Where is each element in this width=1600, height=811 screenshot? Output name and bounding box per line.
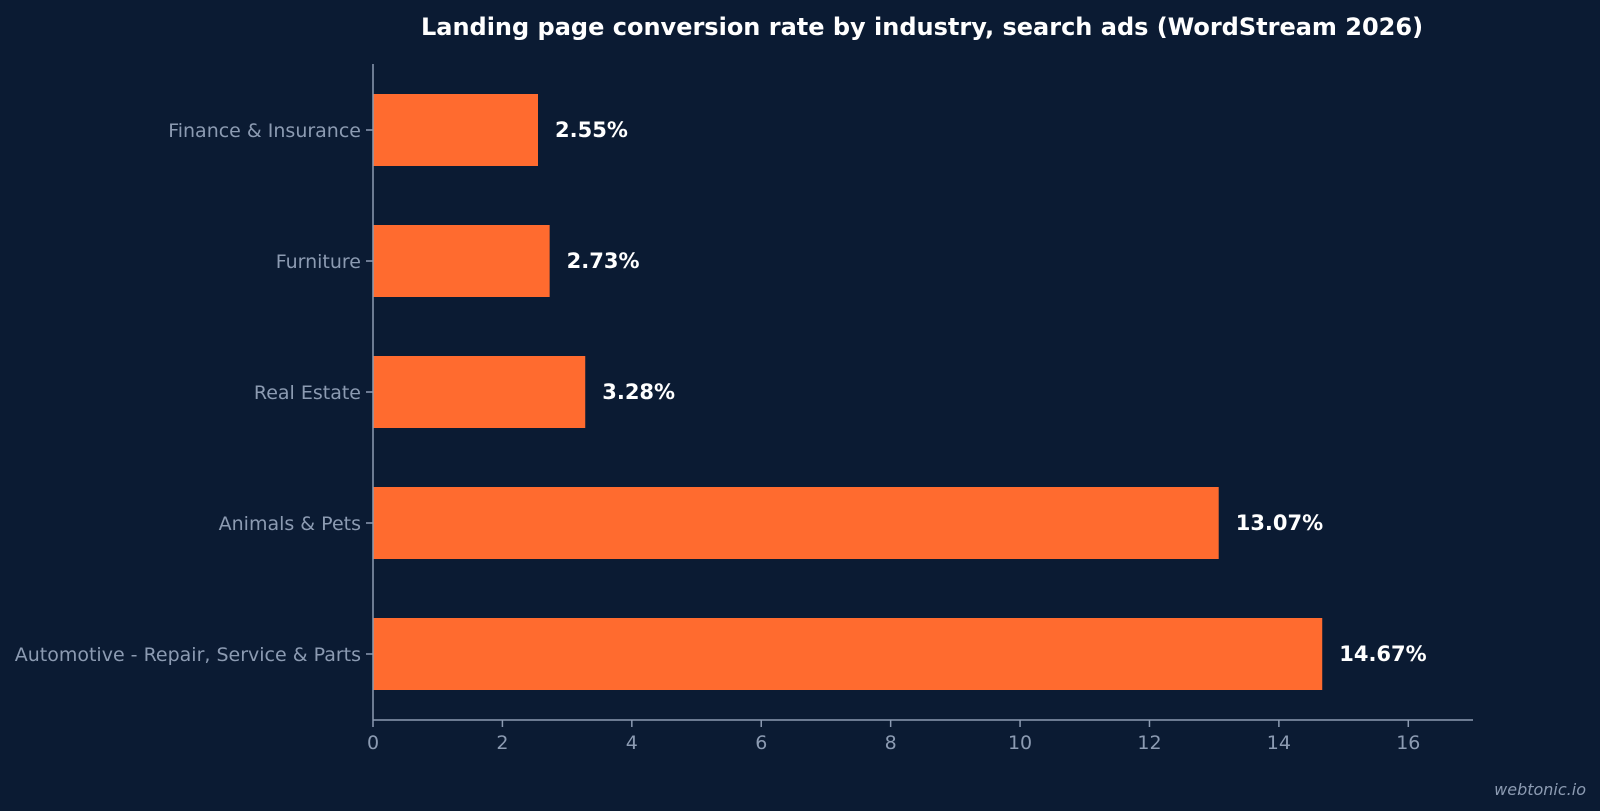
x-tick-label: 4 bbox=[626, 732, 638, 754]
x-tick-label: 14 bbox=[1267, 732, 1291, 754]
bar-finance-insurance bbox=[373, 94, 538, 166]
x-tick-label: 8 bbox=[885, 732, 897, 754]
category-label: Real Estate bbox=[254, 382, 361, 404]
x-tick-label: 12 bbox=[1137, 732, 1161, 754]
bar-automotive-repair-service-parts bbox=[373, 618, 1323, 690]
category-label: Finance & Insurance bbox=[168, 120, 361, 142]
category-label: Furniture bbox=[276, 251, 361, 273]
x-tick-label: 6 bbox=[755, 732, 767, 754]
x-ticks-group: 0 2 4 6 8 10 12 14 16 bbox=[367, 720, 1420, 754]
value-labels-group: 2.55% 2.73% 3.28% 13.07% 14.67% bbox=[555, 118, 1427, 666]
bars-group bbox=[373, 94, 1323, 690]
value-label: 3.28% bbox=[602, 380, 675, 404]
x-tick-label: 0 bbox=[367, 732, 379, 754]
x-tick-label: 2 bbox=[496, 732, 508, 754]
value-label: 2.55% bbox=[555, 118, 628, 142]
value-label: 2.73% bbox=[567, 249, 640, 273]
chart-title: Landing page conversion rate by industry… bbox=[421, 13, 1423, 41]
bar-animals-pets bbox=[373, 487, 1219, 559]
bar-furniture bbox=[373, 225, 550, 297]
category-label: Automotive - Repair, Service & Parts bbox=[15, 644, 361, 666]
value-label: 14.67% bbox=[1339, 642, 1426, 666]
x-tick-label: 16 bbox=[1396, 732, 1420, 754]
watermark: webtonic.io bbox=[1494, 780, 1586, 799]
x-tick-label: 10 bbox=[1008, 732, 1032, 754]
value-label: 13.07% bbox=[1236, 511, 1323, 535]
bar-real-estate bbox=[373, 356, 586, 428]
category-label: Animals & Pets bbox=[219, 513, 361, 535]
category-labels-group: Finance & Insurance Furniture Real Estate A… bbox=[15, 120, 373, 666]
